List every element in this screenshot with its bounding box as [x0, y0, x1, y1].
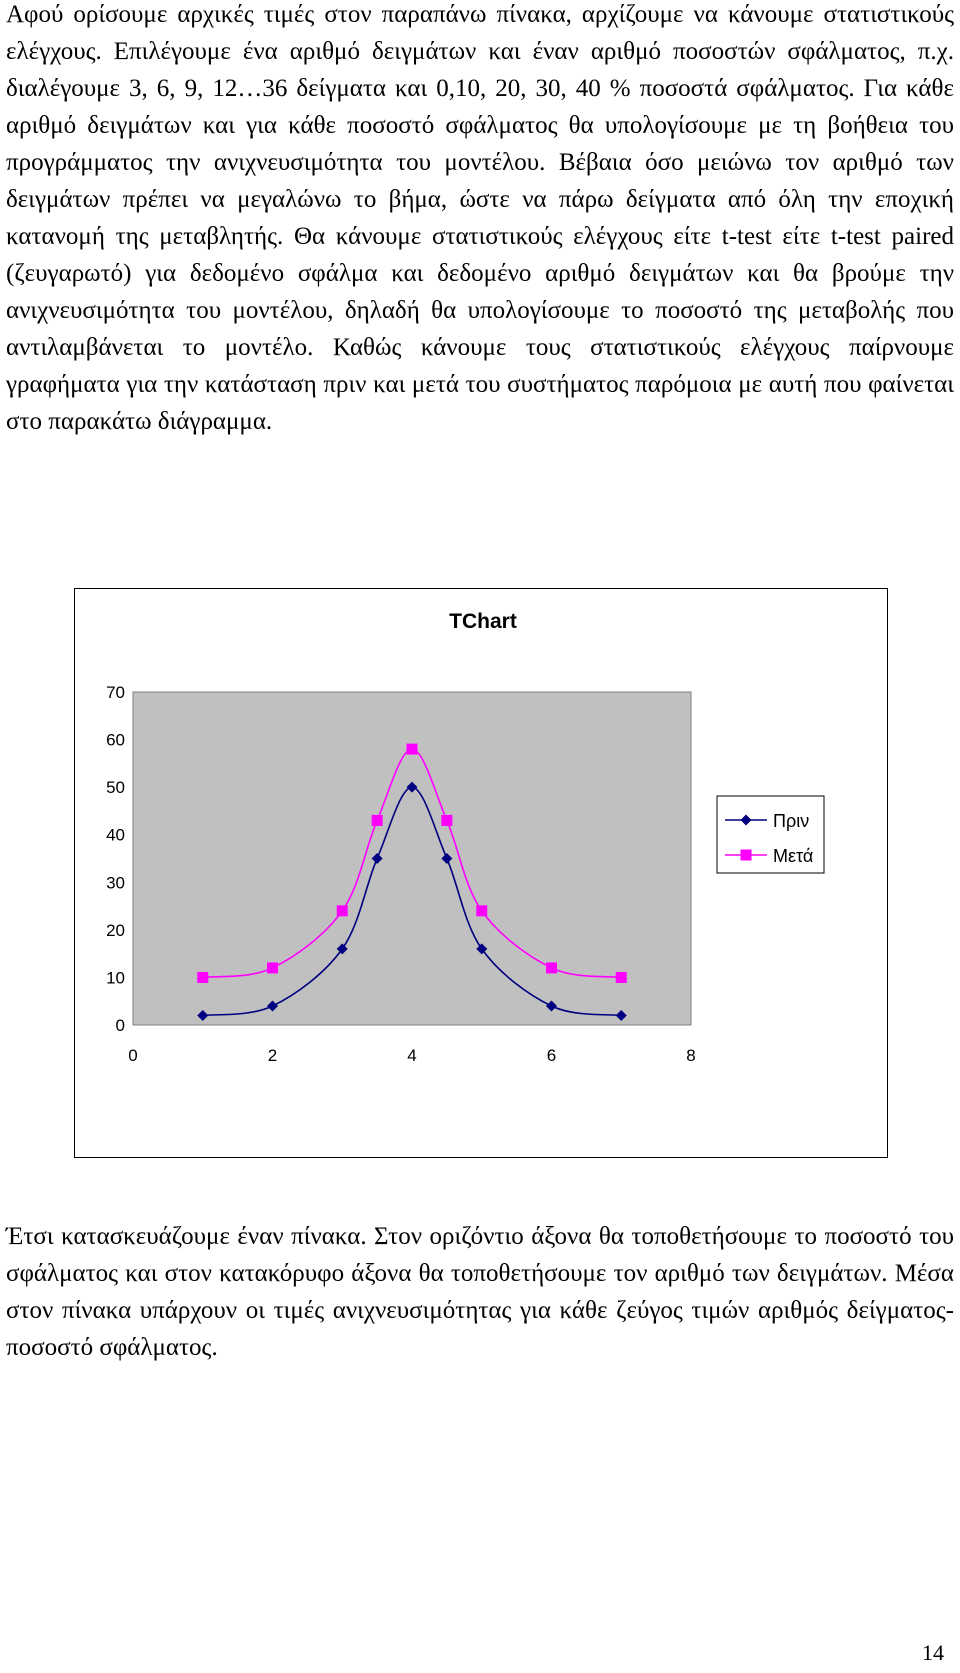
x-tick-label: 6	[547, 1046, 556, 1065]
data-point-before	[371, 853, 383, 864]
tchart-svg: TChart 0 10 20 30 40 50 60 70 0 2 4 6 8 Πριν Μετά	[106, 610, 825, 1065]
data-point-after	[441, 814, 453, 826]
data-point-after	[476, 905, 488, 917]
y-tick-label: 20	[106, 921, 125, 940]
y-tick-label: 0	[116, 1016, 125, 1035]
data-point-after	[546, 962, 557, 974]
y-tick-label: 10	[106, 968, 125, 987]
data-point-before	[546, 1000, 557, 1012]
x-tick-label: 4	[407, 1046, 416, 1065]
y-tick-label: 70	[106, 683, 125, 702]
y-tick-label: 50	[106, 778, 125, 797]
tchart-figure: TChart 0 10 20 30 40 50 60 70 0 2 4 6 8 Πριν Μετά	[74, 588, 888, 1158]
data-point-after	[336, 905, 348, 917]
legend-label: Μετά	[773, 846, 813, 866]
y-tick-label: 30	[106, 873, 125, 892]
data-point-before	[267, 1000, 278, 1012]
plot-area	[132, 691, 692, 1026]
data-point-before	[406, 781, 418, 793]
chart-title: TChart	[449, 610, 517, 633]
data-point-after	[406, 743, 418, 755]
legend-marker	[740, 814, 752, 826]
data-point-before	[336, 943, 348, 955]
page-number: 14	[922, 1640, 944, 1665]
data-point-before	[476, 943, 488, 955]
data-point-before	[197, 1009, 209, 1021]
x-tick-label: 8	[686, 1046, 695, 1065]
data-point-after	[267, 962, 278, 974]
data-point-after	[615, 971, 627, 983]
x-tick-label: 2	[268, 1046, 277, 1065]
y-tick-label: 40	[106, 826, 125, 845]
table-description-paragraph: Έτσι κατασκευάζουμε έναν πίνακα. Στον ορ…	[6, 1223, 954, 1361]
data-point-after	[197, 971, 209, 983]
y-tick-label: 60	[106, 731, 125, 750]
x-tick-label: 0	[128, 1046, 137, 1065]
data-point-after	[371, 814, 383, 826]
data-point-before	[441, 853, 453, 864]
legend-marker	[740, 849, 752, 861]
intro-paragraph: Αφού ορίσουμε αρχικές τιμές στον παραπάν…	[6, 1, 954, 435]
legend-label: Πριν	[773, 811, 809, 831]
data-point-before	[615, 1009, 627, 1021]
chart-legend	[716, 795, 825, 874]
